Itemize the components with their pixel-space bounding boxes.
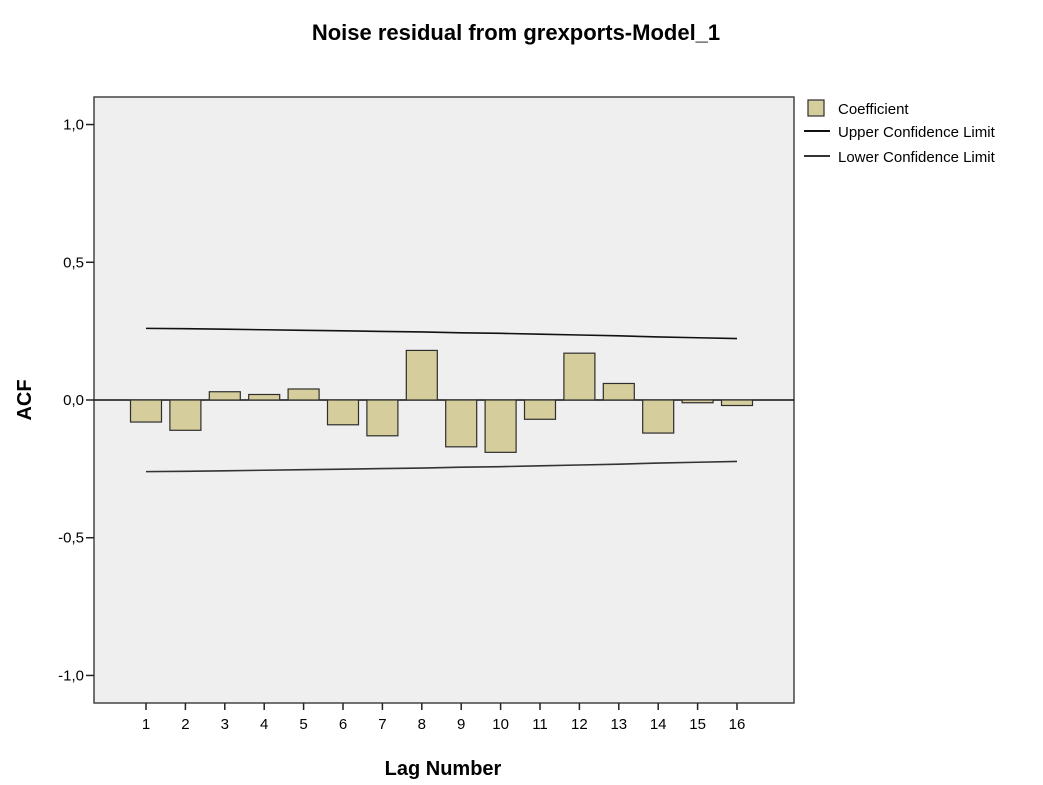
legend-swatch-coefficient bbox=[807, 99, 825, 117]
coefficient-bar bbox=[602, 382, 635, 401]
coefficient-bar bbox=[169, 399, 202, 431]
coefficient-bar bbox=[484, 399, 517, 453]
x-tick-label: 13 bbox=[610, 716, 627, 733]
coefficient-bar bbox=[445, 399, 478, 448]
x-tick-label: 6 bbox=[339, 716, 347, 733]
coefficient-bar bbox=[208, 391, 241, 401]
y-tick-label: 0,0 bbox=[63, 392, 84, 409]
x-tick-label: 7 bbox=[378, 716, 386, 733]
lower-confidence-line bbox=[145, 460, 738, 473]
upper-confidence-line bbox=[145, 327, 738, 340]
x-tick-label: 11 bbox=[532, 716, 548, 733]
coefficient-bar bbox=[720, 399, 754, 407]
y-tick-label: -1,0 bbox=[58, 667, 84, 684]
x-tick-label: 3 bbox=[221, 716, 229, 733]
x-tick-label: 12 bbox=[571, 716, 588, 733]
coefficient-bar bbox=[129, 399, 163, 423]
coefficient-bar bbox=[405, 349, 438, 401]
x-tick-label: 1 bbox=[142, 716, 150, 733]
x-tick-label: 8 bbox=[418, 716, 426, 733]
y-axis-title: ACF bbox=[14, 379, 36, 420]
coefficient-bar bbox=[523, 399, 557, 420]
coefficient-bar bbox=[563, 352, 596, 401]
x-tick-label: 14 bbox=[650, 716, 667, 733]
x-tick-label: 4 bbox=[260, 716, 268, 733]
x-axis-title: Lag Number bbox=[385, 758, 502, 780]
x-tick-label: 5 bbox=[299, 716, 307, 733]
chart-title: Noise residual from grexports-Model_1 bbox=[312, 20, 720, 45]
legend: Coefficient Upper Confidence Limit Lower… bbox=[804, 99, 996, 166]
x-tick-label: 16 bbox=[729, 716, 746, 733]
y-tick-label: 1,0 bbox=[63, 117, 84, 134]
coefficient-bar bbox=[366, 399, 399, 437]
coefficient-bar bbox=[326, 399, 360, 426]
y-tick-label: 0,5 bbox=[63, 254, 84, 271]
x-tick-label: 10 bbox=[492, 716, 509, 733]
coefficient-bar bbox=[287, 388, 320, 401]
legend-label-coefficient: Coefficient bbox=[838, 101, 909, 118]
x-axis: 1 2 3 4 5 6 7 8 9 10 11 12 13 14 15 16 bbox=[142, 703, 746, 733]
x-tick-label: 9 bbox=[457, 716, 465, 733]
legend-label-lower-confidence-limit: Lower Confidence Limit bbox=[838, 149, 996, 166]
x-tick-label: 15 bbox=[689, 716, 706, 733]
coefficient-bar bbox=[681, 399, 714, 404]
y-tick-label: -0,5 bbox=[58, 530, 84, 547]
y-axis: 1,0 0,5 0,0 -0,5 -1,0 bbox=[58, 117, 94, 684]
x-tick-label: 2 bbox=[181, 716, 189, 733]
coefficient-bar bbox=[248, 393, 281, 401]
legend-label-upper-confidence-limit: Upper Confidence Limit bbox=[838, 124, 996, 141]
coefficient-bars bbox=[129, 349, 754, 453]
coefficient-bar bbox=[642, 399, 675, 434]
